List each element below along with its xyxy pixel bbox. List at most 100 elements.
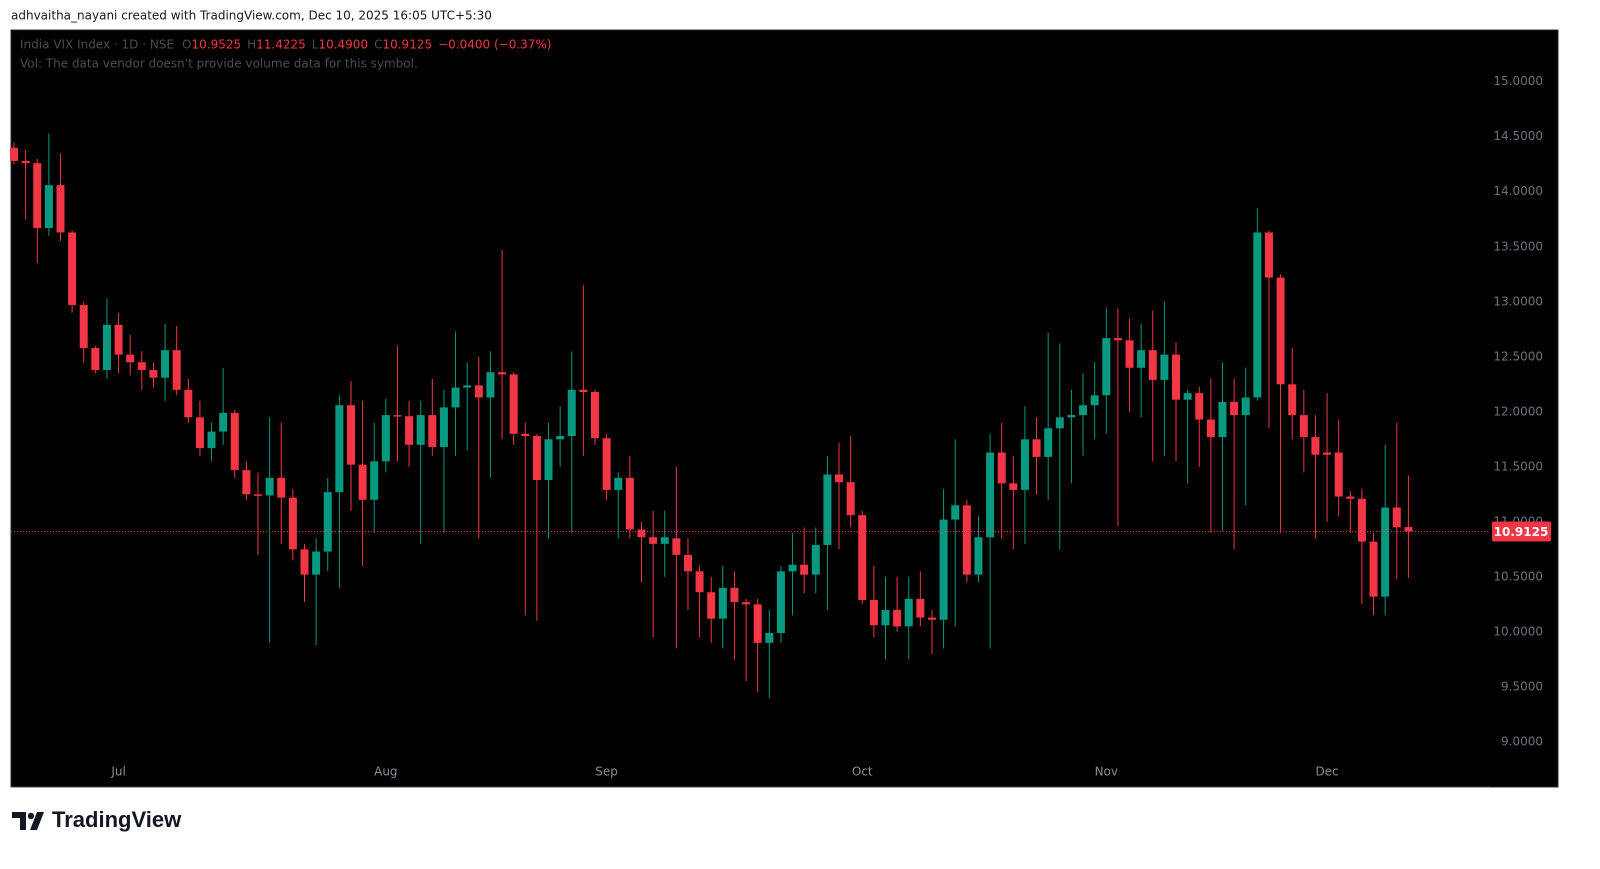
candle-body <box>1230 401 1239 416</box>
logo-dot <box>27 812 35 820</box>
change: −0.0400 (−0.37%) <box>438 38 551 52</box>
x-tick-label: Jul <box>110 765 125 779</box>
candle-body <box>1323 452 1332 455</box>
candle-body <box>800 564 809 575</box>
candle-body <box>370 461 379 500</box>
candle-body <box>1253 232 1262 398</box>
candle-body <box>79 305 88 348</box>
candle-body <box>405 416 414 445</box>
candle-body <box>544 439 553 481</box>
candle-body <box>672 538 681 555</box>
candle-body <box>893 609 902 627</box>
candle-body <box>1183 393 1192 400</box>
candle-body <box>312 551 321 575</box>
candle-body <box>207 431 216 449</box>
candle-body <box>986 452 995 538</box>
candle-body <box>323 492 332 552</box>
candle-body <box>1381 507 1390 597</box>
candle-body <box>556 436 565 440</box>
x-tick-label: Oct <box>852 765 873 779</box>
candle-body <box>1346 496 1355 499</box>
candle-body <box>1067 415 1076 418</box>
candle-body <box>962 505 971 575</box>
candle-body <box>335 405 344 493</box>
y-tick-label: 9.5000 <box>1501 679 1543 693</box>
candle-body <box>916 598 925 618</box>
candle-body <box>637 529 646 538</box>
candle-body <box>463 385 472 388</box>
candle-body <box>114 324 123 355</box>
candle-body <box>532 436 541 481</box>
candle-body <box>91 347 100 370</box>
candle-body <box>381 415 390 462</box>
candle-body <box>10 147 18 161</box>
candle-body <box>300 549 309 575</box>
volume-note: Vol: The data vendor doesn't provide vol… <box>20 57 418 71</box>
credit: adhvaitha_nayani created with TradingVie… <box>11 9 492 23</box>
candle-body <box>811 544 820 575</box>
candle-body <box>1311 437 1320 455</box>
candle-body <box>254 494 263 496</box>
candle-body <box>242 470 251 495</box>
candle-body <box>753 604 762 643</box>
candle-body <box>1288 384 1297 416</box>
candle-body <box>718 587 727 619</box>
candle-body <box>881 609 890 626</box>
candle-body <box>951 505 960 520</box>
candle-body <box>614 477 623 490</box>
candle-body <box>788 564 797 572</box>
candle-body <box>730 587 739 603</box>
candle-body <box>265 477 274 496</box>
l-label: L <box>312 38 319 52</box>
candle-body <box>602 438 611 490</box>
candle-body <box>695 571 704 593</box>
candle-body <box>1334 452 1343 497</box>
candle-body <box>939 519 948 620</box>
last-price-box <box>1492 521 1551 542</box>
y-tick-label: 12.0000 <box>1493 404 1543 418</box>
candle-body <box>1276 277 1285 385</box>
candle-body <box>997 452 1006 484</box>
candle-body <box>660 537 669 544</box>
candle-body <box>683 554 692 572</box>
candle-body <box>521 433 530 437</box>
candle-body <box>625 477 634 530</box>
candle-body <box>33 163 42 229</box>
x-tick-label: Dec <box>1315 765 1338 779</box>
candle-body <box>567 389 576 437</box>
last-price-label: 10.9125 <box>1494 525 1549 539</box>
candle-body <box>1218 401 1227 438</box>
c-value: 10.9125 <box>382 38 432 52</box>
x-tick-label: Aug <box>374 765 397 779</box>
candle-body <box>486 372 495 398</box>
candle-body <box>904 598 913 627</box>
candle-body <box>858 515 867 600</box>
candle-body <box>498 372 507 375</box>
candle-body <box>823 474 832 545</box>
candle-body <box>591 391 599 439</box>
candle-body <box>509 374 518 434</box>
y-tick-label: 14.0000 <box>1493 184 1543 198</box>
candle-body <box>579 389 588 392</box>
candle-body <box>974 537 983 575</box>
o-label: O <box>182 38 191 52</box>
candle-body <box>1079 405 1088 416</box>
candle-body <box>439 407 448 448</box>
y-tick-label: 12.5000 <box>1493 349 1543 363</box>
candle-body <box>1195 393 1204 420</box>
candle-body <box>776 571 785 633</box>
candle-body <box>1206 419 1215 438</box>
candle-body <box>1241 397 1250 416</box>
candle-body <box>230 412 239 471</box>
candle-body <box>184 389 193 418</box>
logo: TradingView <box>12 807 182 832</box>
candle-body <box>1392 507 1401 528</box>
x-tick-label: Nov <box>1095 765 1118 779</box>
candle-body <box>1357 498 1366 542</box>
candle-body <box>765 632 774 643</box>
candle-body <box>1160 354 1169 380</box>
x-tick-label: Sep <box>595 765 618 779</box>
candle-body <box>1148 350 1157 380</box>
candle-body <box>172 350 181 390</box>
